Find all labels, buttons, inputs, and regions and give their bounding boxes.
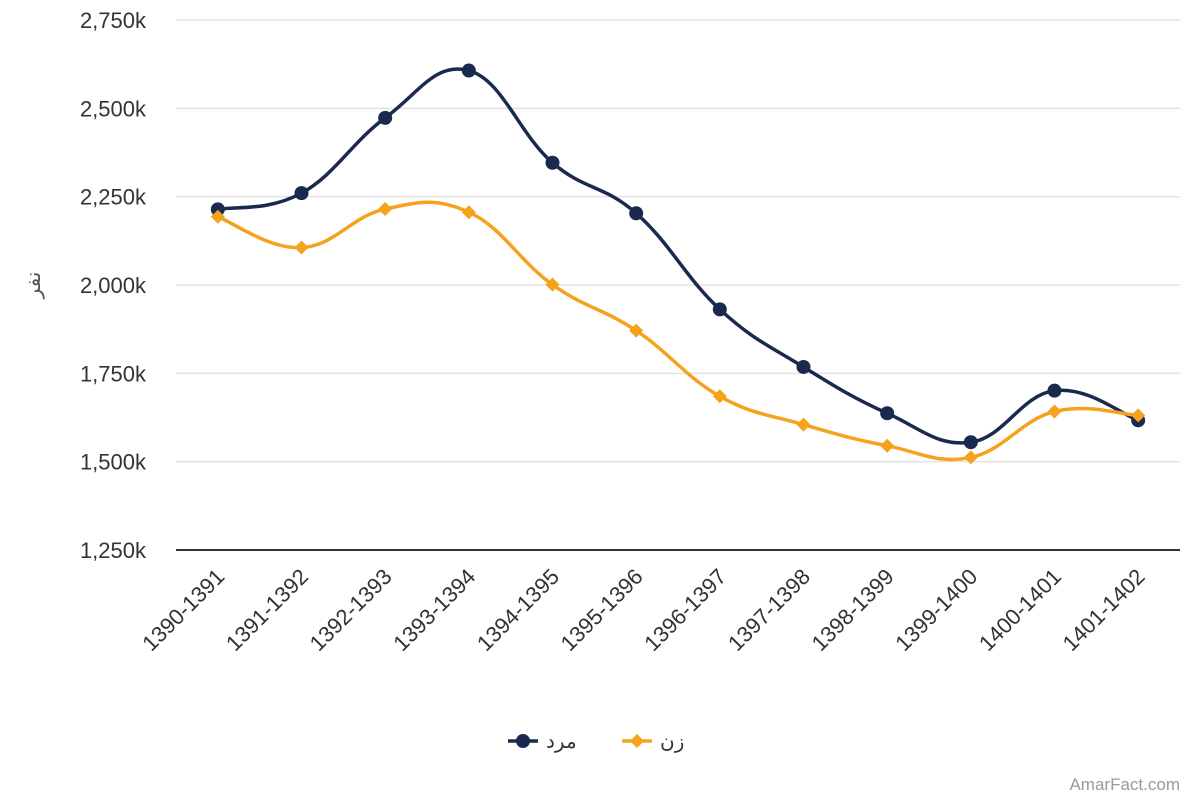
grid-lines (176, 19, 1180, 551)
series-line (217, 67, 1139, 445)
data-point[interactable] (210, 209, 225, 224)
x-tick-label: 1395-1396 (556, 564, 648, 656)
data-point[interactable] (629, 323, 644, 338)
y-tick-label: 1,250k (80, 538, 147, 563)
legend-item[interactable]: زن (622, 731, 684, 753)
y-tick-label: 2,750k (80, 8, 147, 33)
data-point[interactable] (963, 450, 978, 465)
data-point[interactable] (294, 186, 309, 201)
data-point[interactable] (1131, 408, 1146, 423)
data-point[interactable] (963, 435, 978, 450)
legend-label: زن (660, 731, 684, 753)
x-tick-label: 1401-1402 (1058, 564, 1150, 656)
x-tick-label: 1392-1393 (305, 564, 397, 656)
data-point[interactable] (461, 63, 476, 78)
data-point[interactable] (1047, 383, 1062, 398)
data-point[interactable] (545, 277, 560, 292)
data-point[interactable] (880, 406, 895, 421)
series-1 (210, 200, 1146, 465)
x-axis-ticks: 1390-13911391-13921392-13931393-13941394… (137, 564, 1149, 656)
legend-marker (630, 734, 644, 748)
series-0 (210, 63, 1146, 450)
y-tick-label: 2,250k (80, 185, 147, 210)
data-point[interactable] (378, 110, 393, 125)
x-tick-label: 1397-1398 (723, 564, 815, 656)
series-layer (210, 63, 1146, 465)
data-point[interactable] (712, 302, 727, 317)
data-point[interactable] (712, 389, 727, 404)
y-axis-label: نفر (23, 272, 45, 300)
data-point[interactable] (294, 240, 309, 255)
x-tick-label: 1399-1400 (890, 564, 982, 656)
x-tick-label: 1391-1392 (221, 564, 313, 656)
data-point[interactable] (796, 417, 811, 432)
x-tick-label: 1400-1401 (974, 564, 1066, 656)
legend-label: مرد (546, 731, 577, 753)
y-axis-ticks: 1,250k 1,500k 1,750k 2,000k 2,250k 2,500k 2,75… (80, 8, 147, 563)
data-point[interactable] (210, 202, 225, 217)
data-point[interactable] (461, 205, 476, 220)
legend: مرد زن (508, 731, 684, 753)
series-line (217, 200, 1139, 462)
data-point[interactable] (545, 155, 560, 170)
y-tick-label: 1,750k (80, 361, 147, 386)
data-point[interactable] (796, 359, 811, 374)
legend-marker (516, 734, 530, 748)
x-tick-label: 1398-1399 (807, 564, 899, 656)
credit-text: AmarFact.com (1069, 775, 1180, 794)
y-tick-label: 1,500k (80, 450, 147, 475)
y-tick-label: 2,000k (80, 273, 147, 298)
data-point[interactable] (880, 438, 895, 453)
x-tick-label: 1394-1395 (472, 564, 564, 656)
data-point[interactable] (1047, 404, 1062, 419)
legend-item[interactable]: مرد (508, 731, 577, 753)
data-point[interactable] (629, 206, 644, 221)
data-point[interactable] (378, 202, 393, 217)
x-tick-label: 1393-1394 (388, 564, 480, 656)
x-tick-label: 1390-1391 (137, 564, 229, 656)
y-tick-label: 2,500k (80, 96, 147, 121)
x-tick-label: 1396-1397 (639, 564, 731, 656)
